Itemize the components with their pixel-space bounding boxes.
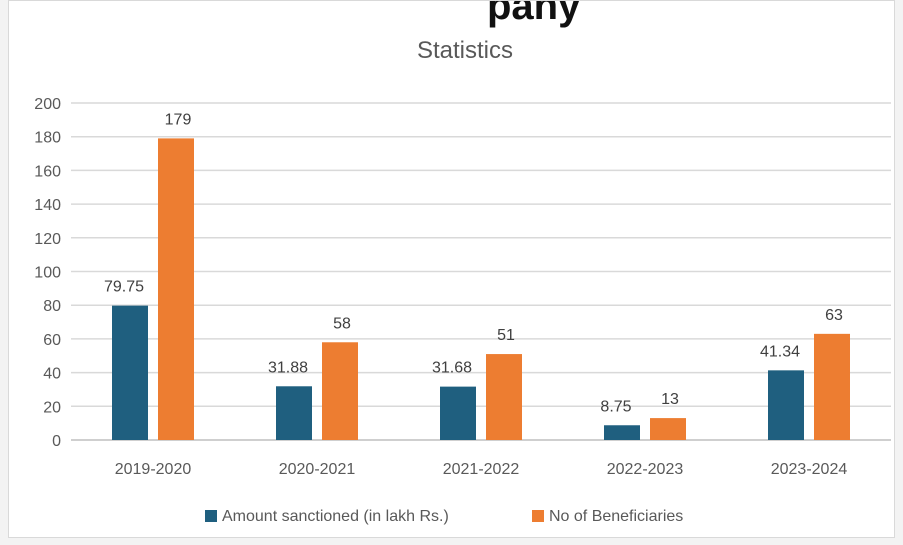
bar-beneficiaries (650, 418, 686, 440)
legend-swatch (532, 510, 544, 522)
y-tick-label: 140 (34, 197, 61, 214)
data-label: 179 (165, 111, 192, 128)
bar-beneficiaries (814, 333, 850, 440)
bar-amount (276, 386, 312, 440)
y-axis-ticks: 0 20 40 60 80 100 120 140 160 180 200 (34, 96, 61, 450)
chart-title: Statistics (417, 37, 513, 64)
data-label: 31.88 (268, 359, 308, 376)
legend: Amount sanctioned (in lakh Rs.) No of Ben… (205, 508, 683, 525)
y-tick-label: 60 (43, 332, 61, 349)
y-tick-label: 40 (43, 366, 61, 383)
y-tick-label: 100 (34, 265, 61, 282)
bar-amount (440, 386, 476, 440)
bar-amount (768, 370, 804, 440)
chart-card: pany Statistics 0 20 40 60 80 100 120 140 160 180… (8, 0, 895, 538)
y-tick-label: 20 (43, 399, 61, 416)
x-tick-label: 2022-2023 (607, 461, 684, 478)
bar-beneficiaries (322, 342, 358, 440)
y-tick-label: 120 (34, 231, 61, 248)
clipped-heading-text: pany (487, 1, 581, 28)
data-label: 63 (825, 307, 843, 324)
bar-amount (112, 305, 148, 440)
bars (112, 138, 850, 440)
x-tick-label: 2023-2024 (771, 461, 848, 478)
bar-beneficiaries (158, 138, 194, 440)
x-tick-label: 2021-2022 (443, 461, 520, 478)
bar-amount (604, 425, 640, 440)
bar-chart: pany Statistics 0 20 40 60 80 100 120 140 160 180… (34, 1, 891, 525)
legend-label: Amount sanctioned (in lakh Rs.) (222, 508, 449, 525)
data-label: 79.75 (104, 279, 144, 296)
data-label: 13 (661, 391, 679, 408)
y-tick-label: 0 (52, 433, 61, 450)
bar-beneficiaries (486, 354, 522, 440)
data-label: 41.34 (760, 343, 800, 360)
gridlines (71, 102, 891, 441)
x-axis-ticks: 2019-2020 2020-2021 2021-2022 2022-2023 2023… (115, 461, 848, 478)
data-label: 58 (333, 315, 351, 332)
data-label: 31.68 (432, 360, 472, 377)
legend-label: No of Beneficiaries (549, 508, 683, 525)
x-tick-label: 2020-2021 (279, 461, 356, 478)
x-tick-label: 2019-2020 (115, 461, 192, 478)
y-tick-label: 80 (43, 298, 61, 315)
y-tick-label: 160 (34, 163, 61, 180)
data-label: 8.75 (600, 398, 631, 415)
legend-swatch (205, 510, 217, 522)
data-labels: 79.75 179 31.88 58 31.68 51 8.75 13 41.34 63 (104, 111, 843, 415)
y-tick-label: 200 (34, 96, 61, 113)
data-label: 51 (497, 327, 515, 344)
y-tick-label: 180 (34, 130, 61, 147)
